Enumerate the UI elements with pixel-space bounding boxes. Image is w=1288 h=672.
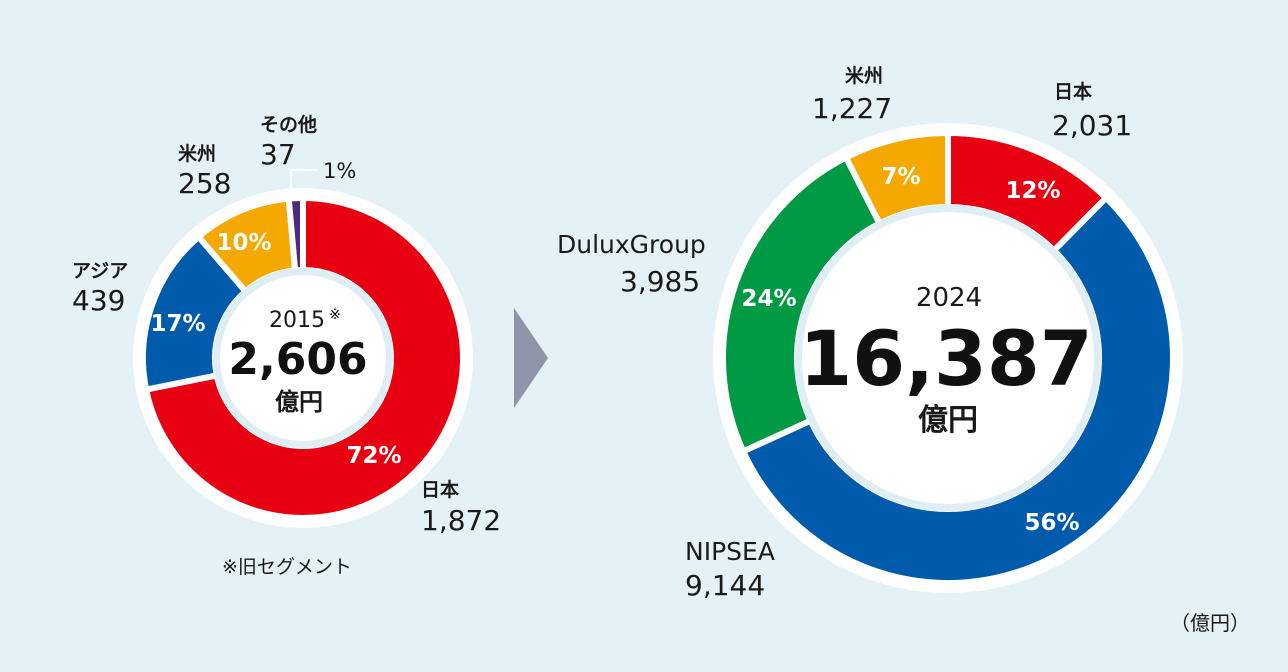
donut-2024-slices [720,129,1176,586]
donut-2015-center [220,275,386,441]
center-unit-2015: 億円 [275,388,323,416]
center-year-2015: 2015 [269,308,325,333]
slice-pct-2015-other: 1% [323,159,356,183]
slice-pct-2024-japan: 12% [1005,178,1060,204]
transition-arrow [514,308,548,408]
center-year-2024: 2024 [916,283,982,313]
label-2015-americas-name: 米州 [178,142,216,165]
slice-pct-2024-dulux: 24% [741,286,796,312]
label-2024-americas-value: 1,227 [812,92,892,125]
donut-2024: 2024 16,387 億円 12% 56% 24% 7% 日本 2,031 N… [557,64,1183,602]
donut-2015: 2015 ※ 2,606 億円 72% 17% 10% 日本 1,872 アジア… [72,113,501,578]
slice-pct-2024-americas: 7% [881,164,920,190]
slice-pct-2015-americas: 10% [216,230,271,256]
leader-line-2015-other [290,169,318,202]
slice-pct-2024-nipsea: 56% [1024,510,1079,536]
label-2024-americas-name: 米州 [845,64,883,87]
label-2015-asia-value: 439 [72,284,125,317]
label-2024-dulux-name: DuluxGroup [557,230,706,259]
label-2015-japan-value: 1,872 [421,504,501,537]
donut-2015-slices [140,194,466,521]
label-2015-asia-name: アジア [72,260,128,282]
center-unit-2024: 億円 [918,403,978,438]
label-2024-japan-name: 日本 [1054,80,1092,103]
donut-2024-center [802,212,1094,504]
label-2015-other-name: その他 [260,113,317,136]
slice-pct-2015-asia: 17% [150,311,205,337]
label-2024-nipsea-name: NIPSEA [685,537,775,566]
label-2024-japan-value: 2,031 [1052,109,1132,142]
slice-pct-2015-japan: 72% [346,443,401,469]
label-2024-nipsea-value: 9,144 [685,569,765,602]
label-2015-americas-value: 258 [178,167,231,200]
label-2024-dulux-value: 3,985 [620,265,700,298]
center-year-mark-2015: ※ [329,307,341,323]
footnote-old-segment: ※旧セグメント [222,556,352,578]
label-2015-japan-name: 日本 [421,478,459,501]
center-total-2024: 16,387 [799,314,1092,403]
label-2015-other-value: 37 [260,138,296,171]
unit-note: （億円） [1170,611,1250,635]
center-total-2015: 2,606 [228,334,367,385]
